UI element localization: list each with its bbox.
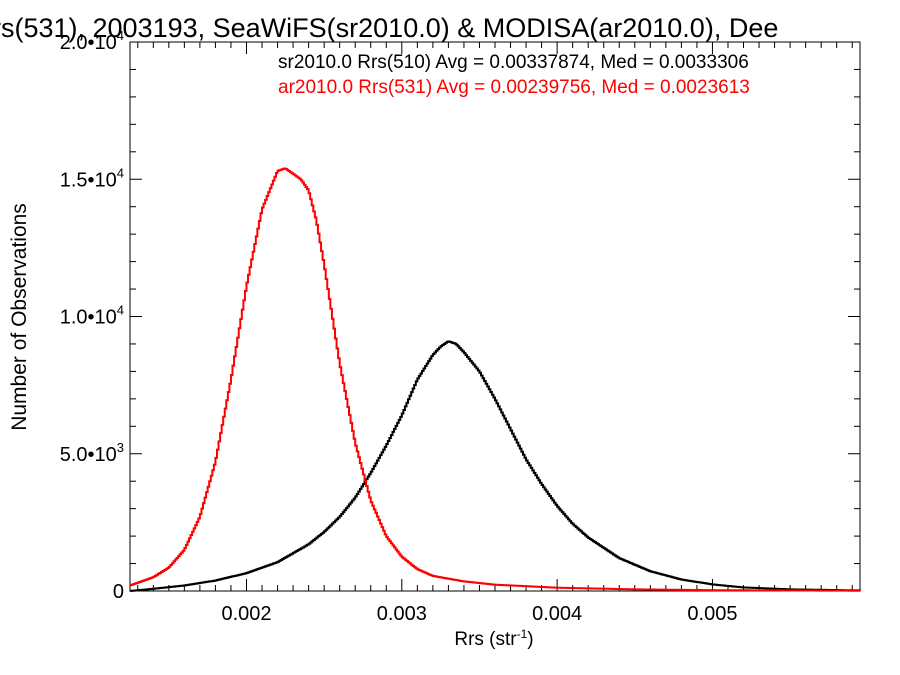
chart-title: rs(531), 2003193, SeaWiFS(sr2010.0) & MO… — [0, 13, 778, 43]
histogram-series-1 — [130, 167, 861, 592]
legend-entry-red: ar2010.0 Rrs(531) Avg = 0.00239756, Med … — [278, 77, 750, 98]
x-tick-label: 0.005 — [687, 603, 737, 625]
x-axis-label-main: Rrs (str — [454, 629, 517, 650]
y-tick-label: 1.0•104 — [60, 303, 124, 329]
x-tick-label: 0.002 — [221, 603, 271, 625]
x-axis-label-end: ) — [527, 629, 533, 650]
legend-entry-black: sr2010.0 Rrs(510) Avg = 0.00337874, Med … — [278, 52, 749, 73]
y-axis-label: Number of Observations — [8, 203, 31, 431]
x-tick-label: 0.003 — [377, 603, 427, 625]
y-tick-label: 5.0•103 — [60, 440, 124, 466]
x-axis: 0.002 0.003 0.004 0.005 — [137, 42, 853, 625]
y-axis: 0 5.0•103 1.0•104 1.5•104 2.0•104 — [60, 28, 860, 603]
x-tick-label: 0.004 — [532, 603, 582, 625]
x-axis-label-sup: -1 — [517, 627, 528, 641]
y-tick-label: 1.5•104 — [60, 165, 124, 191]
series-group — [130, 167, 861, 592]
plot-frame — [129, 41, 861, 592]
y-tick-label: 0 — [113, 581, 124, 603]
histogram-series-0 — [130, 340, 861, 592]
x-axis-label: Rrs (str-1) — [454, 627, 533, 650]
y-tick-label: 2.0•104 — [60, 28, 124, 54]
